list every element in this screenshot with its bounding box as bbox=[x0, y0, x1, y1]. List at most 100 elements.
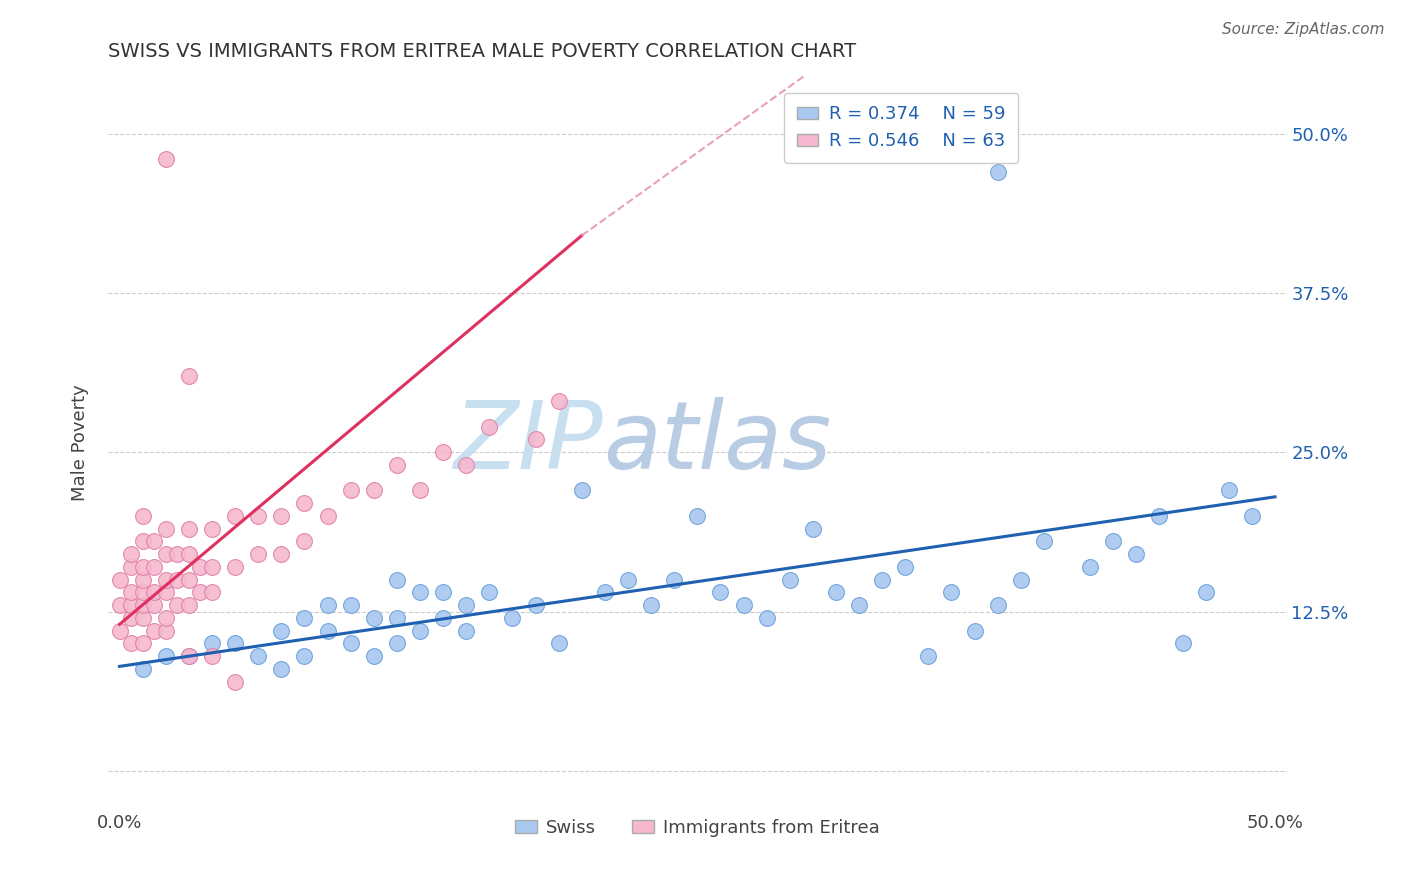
Point bbox=[316, 598, 339, 612]
Point bbox=[108, 624, 131, 638]
Text: ZIP: ZIP bbox=[453, 397, 603, 488]
Point bbox=[143, 585, 166, 599]
Point bbox=[524, 598, 547, 612]
Point bbox=[571, 483, 593, 498]
Point bbox=[155, 152, 177, 166]
Point bbox=[131, 598, 153, 612]
Point bbox=[456, 598, 478, 612]
Point bbox=[247, 508, 270, 523]
Point bbox=[1240, 508, 1263, 523]
Point bbox=[801, 522, 824, 536]
Point bbox=[131, 662, 153, 676]
Point bbox=[224, 636, 246, 650]
Point bbox=[177, 522, 200, 536]
Point bbox=[1218, 483, 1240, 498]
Point bbox=[224, 508, 246, 523]
Point bbox=[478, 585, 501, 599]
Point bbox=[547, 394, 569, 409]
Point bbox=[120, 611, 142, 625]
Point bbox=[155, 573, 177, 587]
Point bbox=[779, 573, 801, 587]
Point bbox=[131, 560, 153, 574]
Point bbox=[120, 560, 142, 574]
Point bbox=[166, 598, 188, 612]
Point bbox=[143, 534, 166, 549]
Point bbox=[1010, 573, 1032, 587]
Point bbox=[1102, 534, 1125, 549]
Point bbox=[131, 636, 153, 650]
Point bbox=[409, 624, 432, 638]
Point bbox=[825, 585, 848, 599]
Point bbox=[224, 674, 246, 689]
Point bbox=[201, 560, 224, 574]
Point bbox=[524, 433, 547, 447]
Point bbox=[385, 611, 408, 625]
Point bbox=[385, 636, 408, 650]
Point bbox=[456, 624, 478, 638]
Point bbox=[120, 636, 142, 650]
Point bbox=[108, 598, 131, 612]
Point bbox=[294, 649, 316, 664]
Point bbox=[294, 496, 316, 510]
Point bbox=[339, 636, 361, 650]
Y-axis label: Male Poverty: Male Poverty bbox=[72, 384, 89, 501]
Point bbox=[247, 649, 270, 664]
Point bbox=[166, 547, 188, 561]
Point bbox=[1195, 585, 1218, 599]
Point bbox=[201, 649, 224, 664]
Point bbox=[501, 611, 523, 625]
Point bbox=[870, 573, 893, 587]
Point bbox=[201, 585, 224, 599]
Point bbox=[177, 598, 200, 612]
Point bbox=[201, 636, 224, 650]
Point bbox=[143, 598, 166, 612]
Point bbox=[131, 585, 153, 599]
Point bbox=[664, 573, 686, 587]
Point bbox=[456, 458, 478, 472]
Point bbox=[316, 508, 339, 523]
Point bbox=[294, 611, 316, 625]
Point bbox=[409, 585, 432, 599]
Point bbox=[120, 585, 142, 599]
Point bbox=[755, 611, 778, 625]
Point bbox=[108, 573, 131, 587]
Point bbox=[432, 611, 454, 625]
Point bbox=[316, 624, 339, 638]
Point bbox=[270, 547, 292, 561]
Point bbox=[409, 483, 432, 498]
Point bbox=[143, 560, 166, 574]
Legend: Swiss, Immigrants from Eritrea: Swiss, Immigrants from Eritrea bbox=[508, 812, 887, 844]
Point bbox=[363, 483, 385, 498]
Point bbox=[709, 585, 731, 599]
Point bbox=[270, 662, 292, 676]
Point bbox=[201, 522, 224, 536]
Point bbox=[131, 611, 153, 625]
Point bbox=[1125, 547, 1147, 561]
Point bbox=[547, 636, 569, 650]
Point bbox=[120, 598, 142, 612]
Point bbox=[131, 573, 153, 587]
Point bbox=[385, 458, 408, 472]
Point bbox=[155, 611, 177, 625]
Point bbox=[143, 624, 166, 638]
Point bbox=[987, 165, 1010, 179]
Point bbox=[131, 508, 153, 523]
Point bbox=[224, 560, 246, 574]
Point bbox=[385, 573, 408, 587]
Point bbox=[131, 534, 153, 549]
Point bbox=[363, 649, 385, 664]
Point bbox=[894, 560, 917, 574]
Point bbox=[177, 573, 200, 587]
Point bbox=[177, 547, 200, 561]
Point bbox=[1032, 534, 1054, 549]
Point bbox=[155, 547, 177, 561]
Point bbox=[478, 419, 501, 434]
Point bbox=[155, 624, 177, 638]
Point bbox=[640, 598, 662, 612]
Point bbox=[339, 598, 361, 612]
Point bbox=[294, 534, 316, 549]
Point bbox=[963, 624, 986, 638]
Point bbox=[190, 560, 212, 574]
Point bbox=[593, 585, 616, 599]
Point bbox=[432, 585, 454, 599]
